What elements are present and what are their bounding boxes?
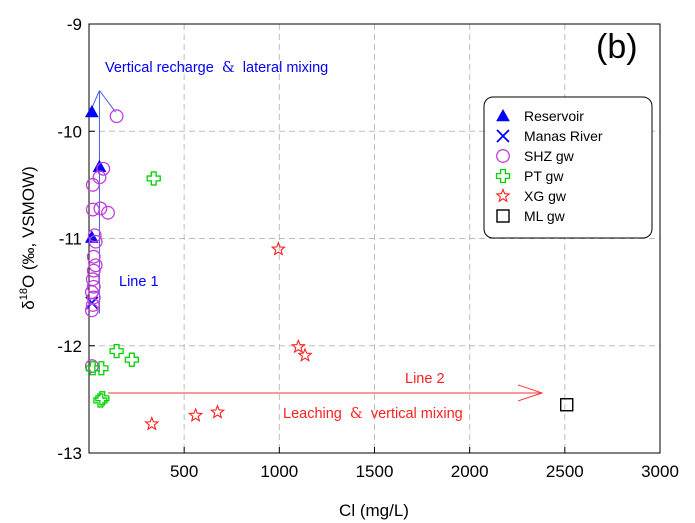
annotation-line-2: Line 2 [405, 371, 445, 387]
point-square [560, 398, 574, 412]
line-2-arrowhead [517, 384, 544, 402]
line-1-branch-right [99, 90, 117, 113]
legend-marker-x [496, 129, 510, 143]
annotation-leaching-text: Leaching [283, 406, 342, 422]
annotation-line-1: Line 1 [119, 274, 159, 290]
point-circle [93, 201, 108, 216]
y-tick-label: -11 [59, 230, 82, 249]
point-circle [85, 202, 100, 217]
x-tick-label: 1000 [260, 462, 298, 481]
point-cross [94, 361, 109, 376]
x-tick-label: 2000 [451, 462, 489, 481]
point-star [290, 338, 306, 354]
point-circle [96, 161, 111, 176]
point-cross [109, 343, 124, 359]
point-star [297, 347, 313, 362]
panel-label: (b) [596, 28, 638, 66]
point-star [209, 404, 226, 419]
legend-marker-triangle [496, 108, 510, 122]
point-circle [85, 177, 100, 192]
point-circle [101, 205, 115, 220]
x-tick-label: 3000 [641, 462, 679, 481]
legend-label: Manas River [524, 128, 603, 144]
legend-label: SHZ gw [524, 148, 575, 164]
y-axis-title-prefix: δ [19, 300, 38, 309]
y-axis-title-sup: 18 [18, 288, 30, 300]
y-tick-label: -12 [57, 337, 82, 356]
annotation-leaching: Leaching & vertical mixing [283, 406, 463, 422]
point-circle [84, 303, 99, 318]
annotation-vertical-recharge-text2: lateral mixing [243, 60, 328, 76]
y-axis-title-rest: O (‰, VSMOW) [19, 166, 38, 288]
annotation-leaching-text2: vertical mixing [371, 406, 463, 422]
annotation-vertical-recharge-text: Vertical recharge [105, 60, 214, 76]
point-star [270, 241, 287, 256]
point-circle [85, 298, 100, 312]
point-cross [146, 171, 161, 186]
legend-label: PT gw [524, 168, 564, 184]
x-axis-title: Cl (mg/L) [339, 501, 409, 520]
point-circle [87, 228, 102, 243]
legend-label: ML gw [524, 208, 566, 224]
x-tick-label: 500 [170, 462, 198, 481]
data-points [84, 104, 574, 431]
point-circle [86, 249, 101, 264]
line-2-arrow [108, 384, 544, 402]
axis-ticks: 500 1000 1500 2000 2500 3000 -13 -12 -11 -10 -9 [57, 15, 678, 481]
point-circle [88, 234, 103, 249]
annotation-vertical-recharge: Vertical recharge & lateral mixing [105, 60, 328, 76]
line-1-branch-left [91, 90, 100, 109]
point-cross [95, 391, 110, 406]
point-cross [93, 393, 108, 408]
legend-marker-star [495, 187, 511, 203]
legend-marker-cross [495, 168, 511, 184]
x-tick-label: 2500 [546, 462, 584, 481]
annotation-leaching-amp: & [350, 406, 363, 422]
point-cross [124, 352, 139, 367]
point-circle [86, 263, 101, 278]
legend-label: Reservoir [524, 108, 584, 124]
legend-label: XG gw [524, 188, 567, 204]
y-tick-label: -13 [57, 444, 82, 463]
y-tick-label: -10 [57, 122, 82, 141]
legend-marker-square [496, 209, 510, 223]
legend: Reservoir Manas River SHZ gw PT gw XG gw ML g… [483, 96, 653, 239]
point-star [187, 407, 204, 422]
y-axis-title: δ18O (‰, VSMOW) [18, 166, 38, 310]
legend-marker-circle [496, 149, 510, 163]
point-triangle [85, 104, 99, 118]
point-circle [109, 109, 124, 124]
legend-box [483, 96, 653, 239]
point-star [144, 416, 160, 431]
annotation-vertical-recharge-amp: & [222, 60, 235, 76]
y-tick-label: -9 [67, 15, 82, 34]
x-tick-label: 1500 [356, 462, 394, 481]
